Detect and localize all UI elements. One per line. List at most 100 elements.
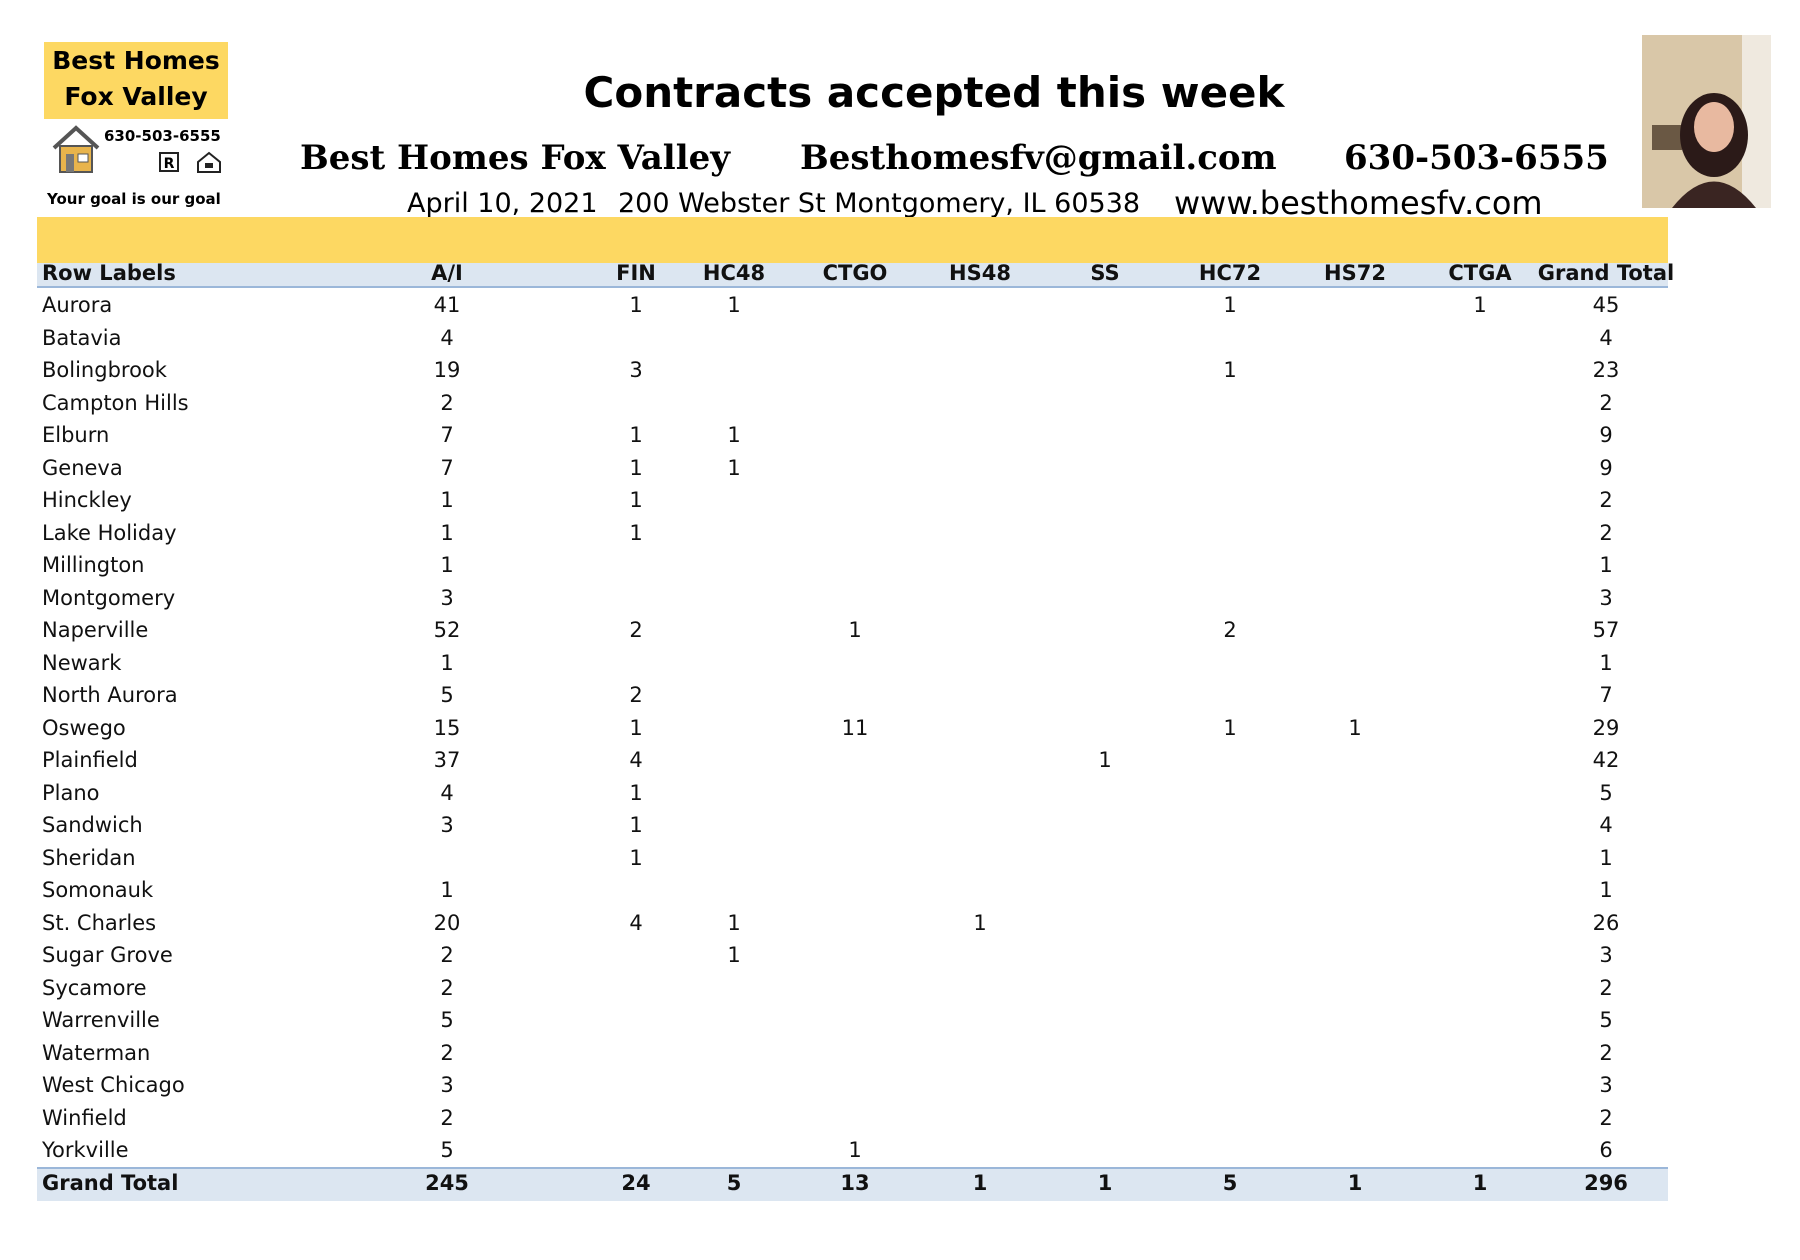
- column-header: HC48: [702, 261, 766, 285]
- cell-value: 1: [1223, 358, 1237, 382]
- company: Best Homes Fox Valley: [300, 138, 731, 178]
- column-header: Grand Total: [1537, 261, 1675, 285]
- row-label: Elburn: [42, 423, 110, 447]
- column-header: FIN: [616, 261, 656, 285]
- phone: 630-503-6555: [1344, 138, 1609, 178]
- row-label: Hinckley: [42, 488, 132, 512]
- cell-value: 5: [1599, 1008, 1613, 1032]
- cell-value: 20: [433, 910, 461, 935]
- cell-value: 1: [727, 293, 741, 317]
- cell-value: 11: [841, 715, 869, 740]
- column-header: CTGA: [1448, 261, 1512, 285]
- total-cell: 245: [425, 1171, 469, 1195]
- cell-value: 1: [848, 618, 862, 642]
- total-cell: 296: [1584, 1171, 1628, 1195]
- cell-value: 2: [629, 618, 643, 642]
- column-header: HC72: [1198, 261, 1262, 285]
- cell-value: 1: [440, 650, 454, 675]
- cell-value: 1: [1098, 748, 1112, 772]
- total-cell: 24: [621, 1171, 651, 1195]
- agent-photo: [1642, 35, 1771, 208]
- cell-value: 42: [1592, 748, 1620, 772]
- cell-value: 2: [440, 975, 454, 1000]
- cell-value: 1: [440, 488, 454, 512]
- cell-value: 2: [440, 943, 454, 967]
- cell-value: 3: [440, 1073, 454, 1097]
- cell-value: 1: [727, 455, 741, 480]
- address: 200 Webster St Montgomery, IL 60538: [618, 188, 1141, 219]
- cell-value: 2: [1599, 975, 1613, 1000]
- cell-value: 9: [1599, 423, 1613, 447]
- row-label: Warrenville: [42, 1008, 160, 1032]
- row-label: Montgomery: [42, 585, 176, 610]
- cell-value: 6: [1599, 1138, 1613, 1162]
- cell-value: 41: [433, 293, 461, 317]
- cell-value: 4: [440, 325, 454, 350]
- cell-value: 1: [629, 715, 643, 740]
- cell-value: 1: [629, 455, 643, 480]
- cell-value: 4: [629, 910, 643, 935]
- row-label: North Aurora: [42, 683, 178, 707]
- cell-value: 1: [1599, 845, 1613, 870]
- cell-value: 4: [1599, 325, 1613, 350]
- column-header: A/I: [431, 261, 463, 285]
- title: Contracts accepted this week: [583, 68, 1285, 117]
- cell-value: 1: [1599, 650, 1613, 675]
- column-header: SS: [1090, 261, 1120, 285]
- row-label: Plainfield: [42, 748, 138, 772]
- logo-line: Best Homes: [52, 46, 220, 75]
- cell-value: 3: [629, 358, 643, 382]
- cell-value: 1: [1599, 878, 1613, 902]
- cell-value: 57: [1592, 618, 1620, 642]
- row-label: Somonauk: [42, 878, 154, 902]
- cell-value: 2: [440, 1040, 454, 1065]
- cell-value: 4: [440, 780, 454, 805]
- row-label: Lake Holiday: [42, 520, 177, 545]
- cell-value: 19: [433, 358, 461, 382]
- total-cell: 5: [1222, 1171, 1238, 1195]
- svg-text:R: R: [164, 156, 175, 172]
- cell-value: 3: [1599, 585, 1613, 610]
- total-cell: Grand Total: [42, 1171, 179, 1195]
- cell-value: 1: [1348, 715, 1362, 740]
- cell-value: 1: [1223, 293, 1237, 317]
- cell-value: 5: [1599, 780, 1613, 805]
- cell-value: 2: [1599, 520, 1613, 545]
- row-label: Millington: [42, 553, 145, 577]
- row-label: Plano: [42, 780, 100, 805]
- row-label: Campton Hills: [42, 390, 189, 415]
- house-icon: [52, 125, 100, 173]
- cell-value: 1: [629, 488, 643, 512]
- row-label: Sheridan: [42, 845, 136, 870]
- cell-value: 3: [440, 585, 454, 610]
- column-header: CTGO: [822, 261, 888, 285]
- logo-phone: 630-503-6555: [104, 127, 221, 145]
- row-label: West Chicago: [42, 1073, 185, 1097]
- row-label: Sycamore: [42, 975, 147, 1000]
- cell-value: 1: [629, 845, 643, 870]
- total-cell: 1: [1097, 1171, 1113, 1195]
- cell-value: 1: [1223, 715, 1237, 740]
- logo-tagline: Your goal is our goal: [47, 190, 221, 208]
- cell-value: 2: [440, 1105, 454, 1130]
- total-cell: 13: [840, 1171, 870, 1195]
- yellow-band: [37, 217, 1668, 263]
- row-label: Batavia: [42, 325, 122, 350]
- cell-value: 1: [629, 293, 643, 317]
- cell-value: 5: [440, 1138, 454, 1162]
- cell-value: 1: [629, 813, 643, 837]
- cell-value: 29: [1592, 715, 1620, 740]
- cell-value: 37: [433, 748, 461, 772]
- cell-value: 5: [440, 683, 454, 707]
- row-label: Yorkville: [42, 1138, 129, 1162]
- cell-value: 2: [629, 683, 643, 707]
- cell-value: 1: [727, 910, 741, 935]
- row-label: Sugar Grove: [42, 943, 173, 967]
- cell-value: 1: [629, 423, 643, 447]
- cell-value: 2: [1599, 488, 1613, 512]
- cell-value: 3: [440, 813, 454, 837]
- total-cell: 1: [972, 1171, 988, 1195]
- cell-value: 1: [440, 520, 454, 545]
- total-cell: 5: [726, 1171, 742, 1195]
- column-header: HS48: [949, 261, 1011, 285]
